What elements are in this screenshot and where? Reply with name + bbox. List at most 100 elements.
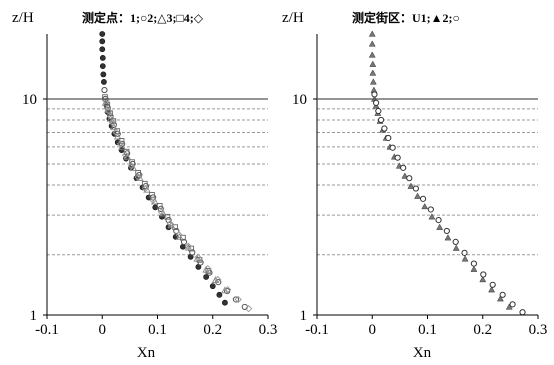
data-point [368, 40, 376, 47]
x-tick-label: 0.3 [259, 322, 278, 338]
data-point [407, 182, 415, 189]
gridlines [47, 108, 268, 256]
data-point [419, 195, 427, 202]
data-point [129, 163, 137, 171]
data-point [394, 154, 401, 161]
y-axis-title: z/H [12, 10, 34, 26]
data-point [143, 185, 151, 193]
data-points [99, 31, 253, 313]
data-point [444, 234, 452, 241]
data-point [400, 164, 407, 171]
data-point [194, 253, 202, 261]
data-point [389, 144, 396, 151]
data-point [369, 60, 377, 67]
x-tick-labels: -0.1 0 0.1 0.2 0.3 [35, 322, 277, 338]
data-point [452, 238, 459, 245]
y-axis-title: z/H [282, 10, 304, 26]
y-tick-label: 10 [292, 92, 307, 108]
data-point [150, 197, 159, 205]
y-tick-label: 10 [22, 92, 37, 108]
data-point [159, 209, 167, 217]
data-point [118, 138, 125, 144]
data-point [157, 208, 166, 216]
data-point [489, 281, 496, 288]
data-point [470, 265, 478, 272]
legend-text: 测定街区：U1;▲2;○ [352, 10, 460, 25]
y-tick-label: 1 [300, 308, 308, 324]
data-point [99, 38, 106, 45]
data-point [480, 271, 487, 278]
data-point [105, 107, 113, 115]
y-tick-labels: 10 1 [292, 92, 307, 324]
data-point [369, 78, 377, 85]
data-point [519, 309, 526, 316]
data-point [99, 46, 106, 53]
data-point [368, 51, 376, 58]
data-point [232, 296, 240, 303]
data-point [99, 31, 106, 37]
data-point [461, 255, 469, 262]
data-point [99, 55, 106, 61]
data-point [135, 170, 142, 176]
data-point [377, 116, 385, 124]
data-point [428, 213, 436, 220]
data-point [373, 99, 380, 106]
data-point [152, 204, 159, 211]
data-point [385, 134, 392, 142]
data-point [479, 275, 487, 283]
x-axis-title: Xn [137, 345, 156, 361]
x-tick-label: -0.1 [305, 322, 329, 338]
data-point [112, 128, 120, 137]
data-point [488, 286, 496, 293]
data-point [421, 202, 429, 210]
x-tick-label: -0.1 [35, 322, 59, 338]
data-point [221, 286, 229, 294]
data-point [110, 123, 118, 131]
data-point [234, 295, 242, 304]
data-point [134, 173, 142, 181]
data-point [435, 217, 442, 224]
data-point [180, 238, 188, 245]
data-point [172, 224, 179, 231]
data-point [101, 79, 107, 85]
x-tick-label: 0.2 [473, 322, 492, 338]
data-point [205, 268, 212, 274]
data-point [123, 152, 131, 160]
data-point [164, 213, 171, 220]
data-point [375, 107, 382, 115]
data-point [470, 260, 478, 267]
data-point [497, 295, 504, 302]
data-point [149, 196, 157, 204]
data-point [99, 63, 106, 70]
data-point [100, 71, 107, 78]
data-point [121, 151, 130, 159]
data-point [406, 175, 413, 182]
data-point [102, 97, 110, 105]
data-point [127, 162, 136, 170]
data-point [180, 243, 186, 250]
data-point [368, 30, 376, 37]
data-point [116, 140, 125, 148]
data-point [211, 276, 220, 283]
data-point [141, 184, 149, 193]
legend-text: 测定点：1;○2;△3;□4;◇ [82, 10, 204, 25]
y-tick-labels: 10 1 [22, 92, 37, 324]
x-tick-label: 0.3 [529, 322, 548, 338]
data-point [401, 172, 409, 179]
data-point [136, 174, 144, 182]
data-point [371, 91, 378, 98]
data-point [204, 264, 212, 273]
data-points [368, 30, 526, 316]
data-point [381, 125, 388, 132]
data-point [499, 291, 506, 298]
axes [313, 34, 539, 319]
x-tick-label: 0.1 [148, 322, 167, 338]
x-tick-label: 0.2 [203, 322, 222, 338]
data-point [427, 206, 434, 213]
data-point [156, 203, 163, 209]
y-tick-label: 1 [30, 308, 38, 324]
data-point [222, 299, 228, 306]
data-point [214, 275, 222, 284]
x-tick-label: 0 [369, 322, 377, 338]
